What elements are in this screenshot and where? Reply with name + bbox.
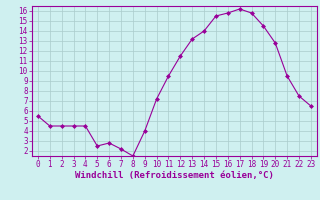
- X-axis label: Windchill (Refroidissement éolien,°C): Windchill (Refroidissement éolien,°C): [75, 171, 274, 180]
